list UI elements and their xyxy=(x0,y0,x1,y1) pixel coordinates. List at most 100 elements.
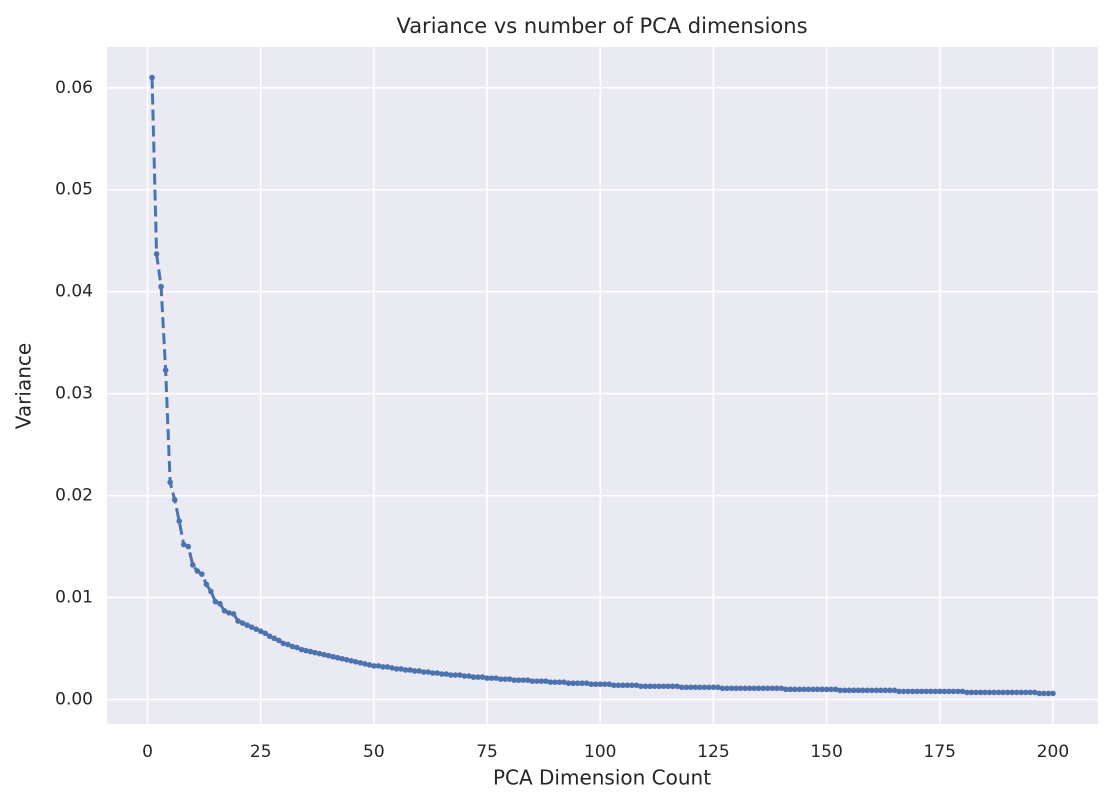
marker xyxy=(891,687,898,694)
marker xyxy=(266,633,273,640)
marker xyxy=(882,687,889,694)
marker xyxy=(783,686,789,693)
marker xyxy=(982,689,988,696)
marker xyxy=(574,680,581,687)
marker xyxy=(588,681,594,688)
marker xyxy=(991,689,997,696)
marker xyxy=(1050,690,1056,697)
marker xyxy=(946,688,952,695)
marker xyxy=(955,688,961,695)
marker xyxy=(199,571,205,577)
marker xyxy=(597,681,604,688)
plot-area xyxy=(107,47,1098,724)
marker xyxy=(927,688,934,695)
marker xyxy=(964,689,970,696)
marker xyxy=(461,673,468,679)
marker xyxy=(869,687,875,694)
marker xyxy=(701,684,708,691)
marker xyxy=(167,479,173,486)
marker xyxy=(429,670,436,676)
marker xyxy=(633,682,640,689)
marker xyxy=(1018,689,1025,696)
marker xyxy=(285,641,291,648)
marker xyxy=(900,688,907,695)
marker xyxy=(371,663,377,669)
marker xyxy=(253,626,259,632)
marker xyxy=(502,676,508,682)
marker xyxy=(457,672,463,678)
marker xyxy=(1013,689,1020,696)
marker xyxy=(611,682,617,689)
marker xyxy=(864,687,871,694)
marker xyxy=(697,684,703,691)
marker xyxy=(959,688,966,695)
marker xyxy=(434,670,441,676)
marker xyxy=(389,665,395,671)
y-tick-label: 0.05 xyxy=(55,180,93,200)
marker xyxy=(280,640,287,647)
marker xyxy=(565,680,572,687)
marker xyxy=(660,683,667,690)
x-tick-label: 175 xyxy=(924,742,956,762)
marker xyxy=(380,664,386,670)
marker xyxy=(687,684,694,691)
marker xyxy=(850,687,857,694)
marker xyxy=(484,675,490,681)
marker xyxy=(416,668,422,674)
marker xyxy=(715,684,721,691)
marker xyxy=(488,675,495,681)
marker xyxy=(1036,690,1043,697)
x-tick-label: 50 xyxy=(363,742,385,762)
marker xyxy=(316,650,323,657)
marker xyxy=(669,683,676,690)
marker xyxy=(601,681,608,688)
marker xyxy=(805,686,812,693)
marker xyxy=(995,689,1002,696)
marker xyxy=(217,600,223,607)
marker xyxy=(339,655,345,662)
marker xyxy=(1009,689,1016,696)
marker xyxy=(230,611,237,617)
marker xyxy=(203,581,210,588)
marker xyxy=(330,653,336,660)
marker xyxy=(769,685,776,692)
marker xyxy=(846,687,853,694)
marker xyxy=(425,669,432,675)
marker xyxy=(755,685,762,692)
marker xyxy=(158,283,164,290)
marker xyxy=(642,683,649,690)
marker xyxy=(606,681,613,688)
marker xyxy=(932,688,939,695)
marker xyxy=(1045,690,1052,697)
marker xyxy=(289,643,296,650)
marker xyxy=(832,686,839,693)
marker xyxy=(656,683,662,690)
marker xyxy=(226,610,232,616)
marker xyxy=(534,678,540,684)
marker xyxy=(407,667,413,673)
marker xyxy=(896,688,902,695)
marker xyxy=(733,685,739,692)
marker xyxy=(452,672,459,678)
x-tick-label: 100 xyxy=(584,742,616,762)
marker xyxy=(448,672,454,678)
marker xyxy=(520,677,527,683)
y-tick-label: 0.01 xyxy=(55,588,93,608)
marker xyxy=(552,679,558,685)
marker xyxy=(583,680,590,687)
marker xyxy=(1022,689,1029,696)
marker xyxy=(438,671,445,677)
marker xyxy=(647,683,653,690)
marker xyxy=(479,674,486,680)
x-tick-label: 0 xyxy=(142,742,153,762)
marker xyxy=(470,674,477,680)
marker xyxy=(737,685,744,692)
marker xyxy=(493,675,499,681)
marker xyxy=(728,685,735,692)
marker xyxy=(923,688,929,695)
marker xyxy=(384,664,391,670)
marker xyxy=(592,681,599,688)
marker xyxy=(547,679,554,685)
marker xyxy=(221,608,228,614)
